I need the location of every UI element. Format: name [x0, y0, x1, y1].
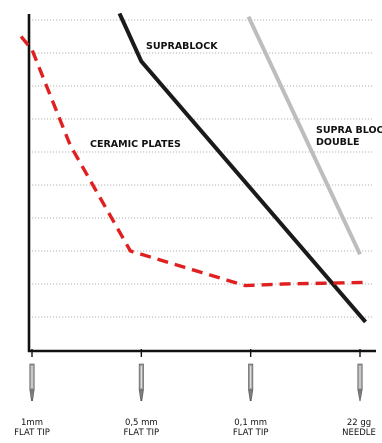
x-tick-label: 0,5 mm FLAT TIP — [123, 418, 159, 438]
tool-highlight — [140, 366, 142, 388]
series-label-suprablock: SUPRABLOCK — [146, 41, 218, 52]
tool-point — [138, 389, 144, 400]
series-label-supra-block-double: SUPRA BLOCKDOUBLE — [316, 125, 382, 148]
tool-highlight — [359, 366, 361, 388]
x-tick-labels: 1mm FLAT TIP 0,5 mm FLAT TIP 0,1 mm FLAT TIP 2… — [14, 418, 376, 438]
tool-highlight — [31, 366, 33, 388]
series-labels: SUPRABLOCK CERAMIC PLATES SUPRA BLOCKDOUBL… — [90, 41, 382, 150]
flat-tip-icon — [138, 363, 144, 401]
flat-tip-icon — [29, 363, 35, 401]
tool-point — [29, 389, 35, 400]
tool-flat-end — [140, 399, 143, 401]
series-line-supra-block-double — [246, 15, 362, 256]
tool-highlight — [250, 366, 252, 388]
tool-icons — [29, 363, 363, 402]
tool-point — [248, 389, 254, 400]
tool-flat-end — [31, 399, 33, 401]
series-line-ceramic-plates — [19, 35, 366, 288]
flat-tip-icon — [248, 363, 254, 401]
series-layer — [19, 12, 368, 324]
series-line-suprablock — [117, 12, 368, 324]
series-label-ceramic-plates: CERAMIC PLATES — [90, 139, 181, 150]
axes — [27, 14, 376, 357]
x-tick-label: 0,1 mm FLAT TIP — [233, 418, 269, 438]
x-tick-label: 22 gg NEEDLE — [342, 418, 376, 438]
x-tick-label: 1mm FLAT TIP — [14, 418, 50, 438]
tool-flat-end — [249, 399, 252, 401]
needle-icon — [357, 363, 363, 402]
tool-point — [357, 389, 363, 402]
